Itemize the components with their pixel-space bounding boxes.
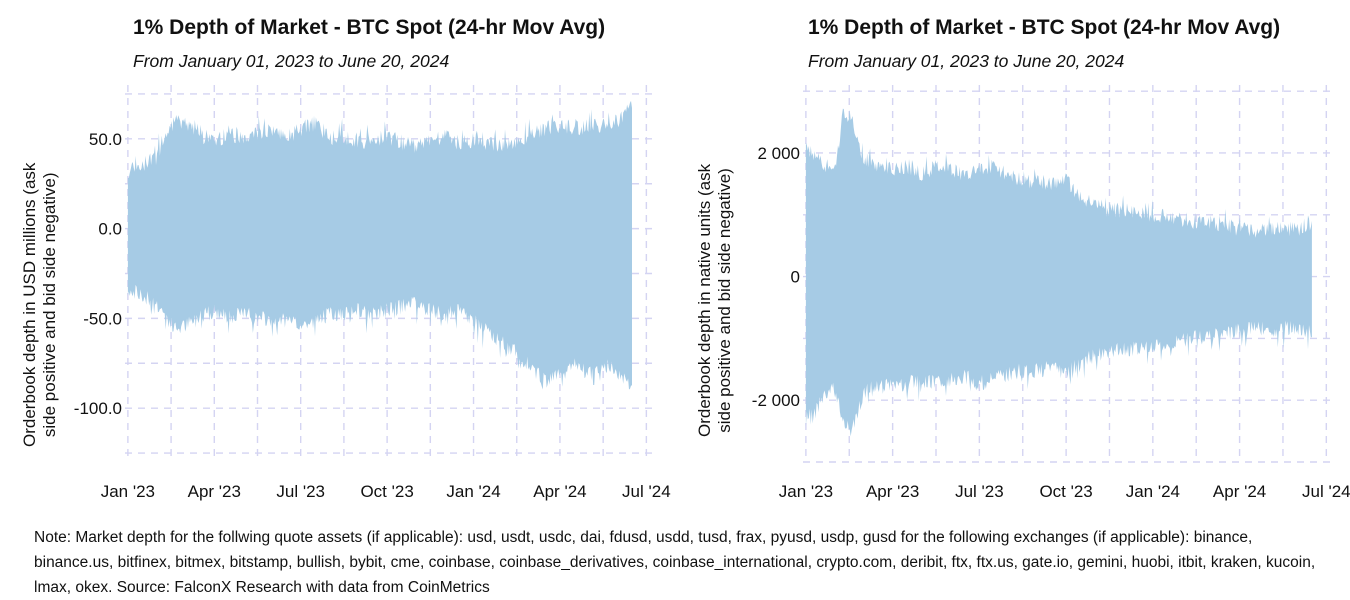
x-tick-label: Jul '23 bbox=[276, 482, 325, 501]
chart-panel-native: 1% Depth of Market - BTC Spot (24-hr Mov… bbox=[675, 0, 1350, 510]
y-tick-label: -100.0 bbox=[74, 399, 122, 418]
chart-subtitle: From January 01, 2023 to June 20, 2024 bbox=[808, 51, 1125, 71]
x-tick-label: Oct '23 bbox=[360, 482, 413, 501]
y-tick-label: 50.0 bbox=[89, 130, 122, 149]
footnote: Note: Market depth for the follwing quot… bbox=[34, 529, 1316, 596]
depth-area bbox=[127, 100, 633, 390]
x-tick-label: Jul '24 bbox=[622, 482, 671, 501]
y-tick-label: -50.0 bbox=[83, 309, 122, 328]
chart-panel-usd: 1% Depth of Market - BTC Spot (24-hr Mov… bbox=[0, 0, 675, 510]
depth-chart-usd: 50.0 0.0 -50.0 -100.0 Jan '23 Apr '23 Jul '23 O… bbox=[74, 85, 671, 501]
y-tick-label: 0.0 bbox=[98, 220, 122, 239]
depth-area bbox=[805, 108, 1312, 437]
x-tick-label: Apr '24 bbox=[1213, 482, 1266, 501]
x-tick-label: Jul '23 bbox=[955, 482, 1004, 501]
y-tick-label: -2 000 bbox=[752, 391, 800, 410]
x-tick-label: Jan '23 bbox=[779, 482, 833, 501]
x-tick-label: Apr '23 bbox=[188, 482, 241, 501]
x-tick-label: Jan '24 bbox=[446, 482, 500, 501]
chart-title: 1% Depth of Market - BTC Spot (24-hr Mov… bbox=[808, 16, 1281, 39]
depth-chart-native: 2 000 0 -2 000 Jan '23 Apr '23 Jul '23 Oct '23… bbox=[752, 85, 1350, 501]
x-tick-label: Jul '24 bbox=[1302, 482, 1350, 501]
x-tick-label: Jan '23 bbox=[101, 482, 155, 501]
chart-title: 1% Depth of Market - BTC Spot (24-hr Mov… bbox=[133, 16, 606, 39]
y-tick-label: 0 bbox=[791, 268, 800, 287]
x-tick-label: Apr '23 bbox=[866, 482, 919, 501]
y-tick-label: 2 000 bbox=[757, 144, 800, 163]
x-tick-label: Jan '24 bbox=[1126, 482, 1180, 501]
x-tick-label: Apr '24 bbox=[533, 482, 586, 501]
chart-subtitle: From January 01, 2023 to June 20, 2024 bbox=[133, 51, 450, 71]
x-tick-label: Oct '23 bbox=[1039, 482, 1092, 501]
